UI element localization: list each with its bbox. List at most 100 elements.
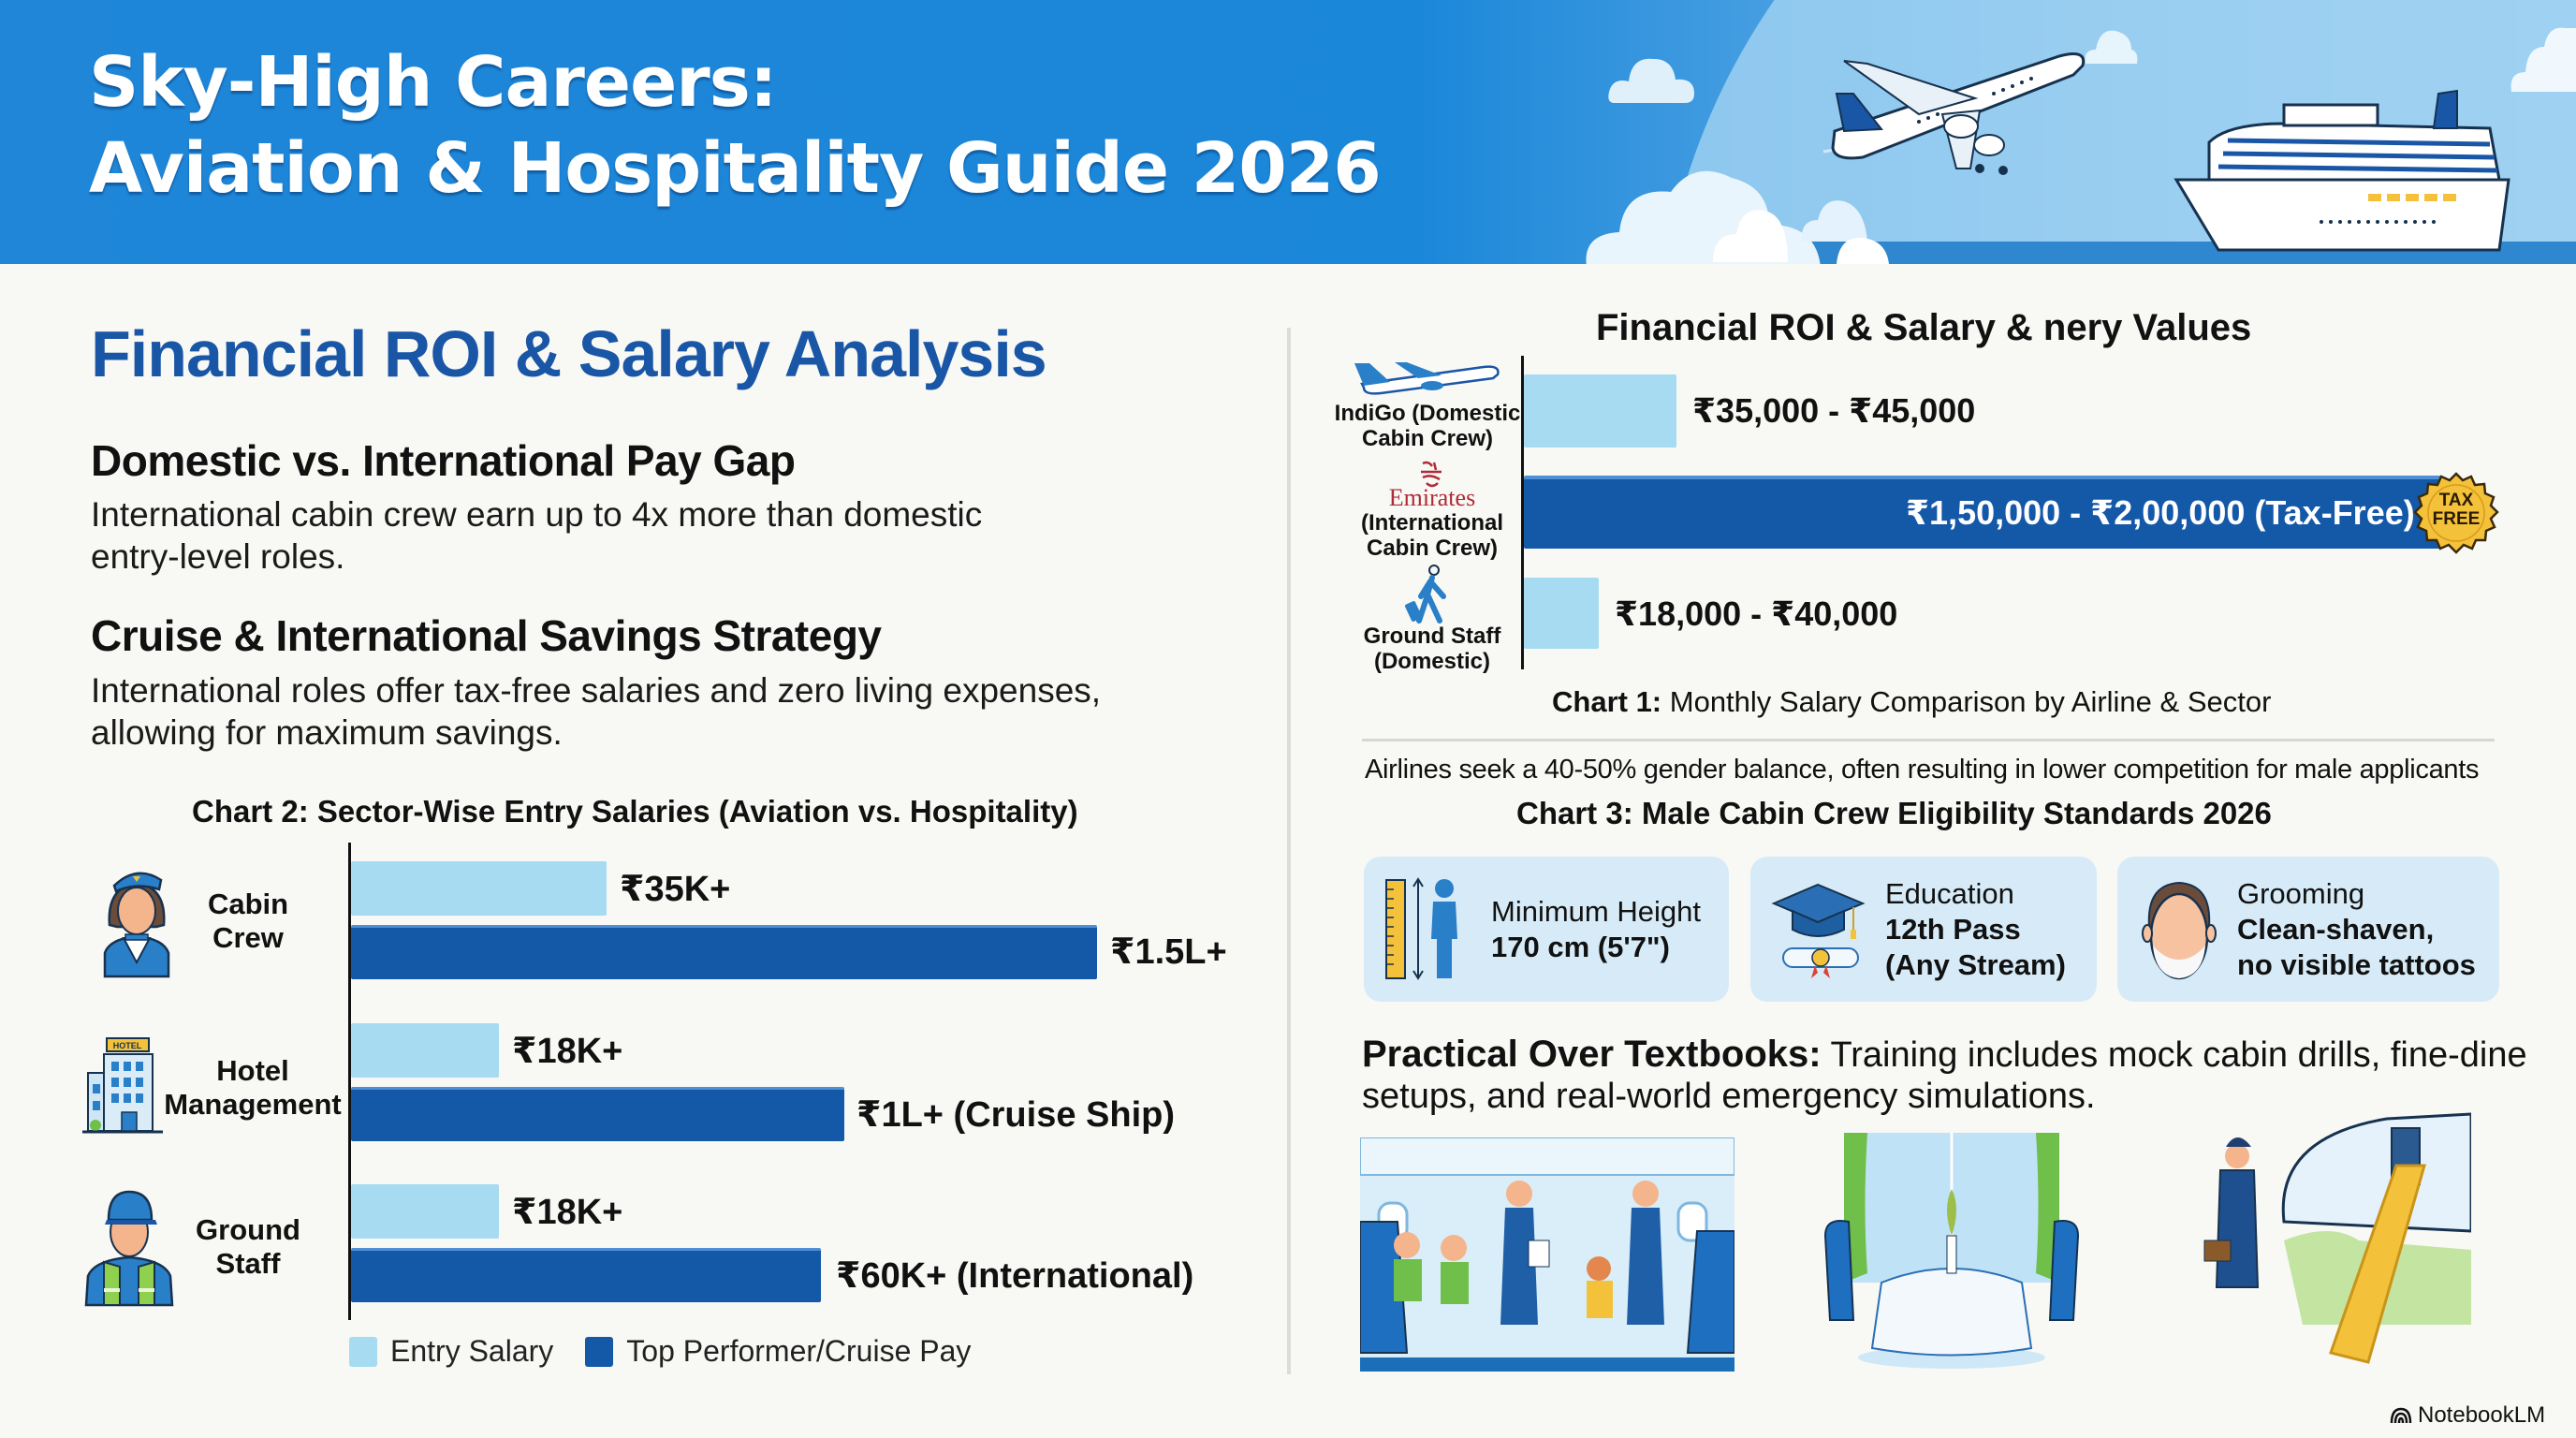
cloud-icon	[2085, 30, 2138, 64]
bar-label-ground-entry: ₹18K+	[512, 1193, 623, 1232]
chart1-category-indigo: IndiGo (Domestic Cabin Crew)	[1334, 401, 1521, 451]
traveler-with-luggage-icon	[1404, 565, 1446, 624]
cloud-icon	[1713, 210, 1788, 262]
graduation-cap-diploma-icon	[1771, 883, 1866, 978]
legend-label-top: Top Performer/Cruise Pay	[626, 1334, 972, 1368]
savings-heading: Cruise & International Savings Strategy	[91, 611, 882, 660]
legend-item-top: Top Performer/Cruise Pay	[585, 1334, 971, 1369]
legend-swatch-top	[585, 1336, 614, 1367]
emirates-label-1: (International	[1360, 510, 1503, 536]
chart1-caption: Chart 1: Monthly Salary Comparison by Ai…	[1552, 685, 2271, 719]
title-line-2: Aviation & Hospitality Guide 2026	[89, 128, 1382, 209]
bar-cabin-crew-entry	[351, 861, 607, 916]
education-label: Education	[1885, 876, 2014, 910]
education-value-1: 12th Pass	[1885, 912, 2021, 946]
section-separator	[1362, 739, 2495, 741]
grooming-label: Grooming	[2237, 876, 2365, 910]
chart2-legend: Entry Salary Top Performer/Cruise Pay	[349, 1334, 989, 1369]
emirates-logo-icon	[1421, 461, 1442, 488]
emirates-brand-text: Emirates	[1388, 484, 1476, 511]
chart1-category-emirates: Emirates (International Cabin Crew)	[1339, 485, 1526, 561]
brand-text: NotebookLM	[2418, 1402, 2546, 1428]
chart1-axis	[1521, 356, 1524, 669]
eligibility-card-height: Minimum Height 170 cm (5'7")	[1364, 857, 1729, 1002]
legend-item-entry: Entry Salary	[349, 1334, 553, 1369]
height-ruler-person-icon	[1385, 877, 1457, 980]
tax-free-badge-icon	[2413, 472, 2499, 554]
pay-gap-body: International cabin crew earn up to 4x m…	[91, 493, 1261, 578]
mock-cabin-drill-illustration	[1360, 1137, 1734, 1372]
bar-label-hotel-top: ₹1L+ (Cruise Ship)	[856, 1095, 1175, 1135]
education-text: Education 12th Pass (Any Stream)	[1885, 876, 2066, 983]
chart2-title: Chart 2: Sector-Wise Entry Salaries (Avi…	[192, 794, 1078, 829]
fine-dine-setup-illustration	[1823, 1133, 2080, 1369]
chart1-header: Financial ROI & Salary & nery Values	[1596, 307, 2252, 348]
male-face-icon	[2142, 881, 2217, 980]
gender-balance-note: Airlines seek a 40-50% gender balance, o…	[1365, 755, 2480, 785]
hotel-label-2: Management	[164, 1088, 342, 1121]
indigo-airplane-icon	[1354, 362, 1500, 395]
bar-label-emirates: ₹1,50,000 - ₹2,00,000 (Tax-Free)	[1906, 493, 2415, 532]
chart1-caption-label: Chart 1:	[1552, 685, 1662, 718]
ground-staff-label-1: Ground Staff	[1363, 624, 1501, 649]
grooming-value-2: no visible tattoos	[2237, 947, 2476, 981]
indigo-label-1: IndiGo (Domestic	[1334, 401, 1521, 426]
pay-gap-heading: Domestic vs. International Pay Gap	[91, 436, 796, 485]
legend-label-entry: Entry Salary	[390, 1334, 554, 1368]
savings-line-2: allowing for maximum savings.	[91, 713, 563, 752]
bar-ground-top	[351, 1248, 821, 1302]
savings-body: International roles offer tax-free salar…	[91, 669, 1261, 754]
cloud-icon	[2510, 27, 2576, 92]
practical-body: Training includes mock cabin drills, fin…	[1362, 1035, 2527, 1116]
ground-staff-worker-icon	[84, 1190, 174, 1307]
svg-text:HOTEL: HOTEL	[113, 1041, 142, 1050]
section-title: Financial ROI & Salary Analysis	[91, 317, 1047, 390]
notebooklm-logo-icon	[2390, 1407, 2412, 1424]
legend-swatch-entry	[349, 1336, 377, 1367]
bar-cabin-crew-top	[351, 925, 1097, 979]
height-text: Minimum Height 170 cm (5'7")	[1491, 894, 1701, 965]
grooming-value-1: Clean-shaven,	[2237, 912, 2435, 946]
chart3-title: Chart 3: Male Cabin Crew Eligibility Sta…	[1516, 796, 2272, 830]
savings-line-1: International roles offer tax-free salar…	[91, 671, 1102, 710]
emirates-label-2: Cabin Crew)	[1366, 536, 1498, 561]
cruise-ship-icon	[2174, 89, 2510, 252]
cabin-crew-label-2: Crew	[212, 921, 284, 954]
pay-gap-line-2: entry-level roles.	[91, 537, 345, 576]
badge-line-2: FREE	[2432, 509, 2481, 529]
cloud-icon	[1608, 58, 1694, 103]
pay-gap-line-1: International cabin crew earn up to 4x m…	[91, 495, 983, 534]
chart2-category-cabin-crew: Cabin Crew	[187, 888, 309, 955]
title-line-1: Sky-High Careers:	[89, 42, 777, 123]
emergency-slide-simulation-illustration	[2203, 1112, 2471, 1364]
eligibility-card-grooming: Grooming Clean-shaven, no visible tattoo…	[2117, 857, 2499, 1002]
cloud-icon	[1837, 237, 1889, 264]
flight-attendant-icon	[103, 872, 170, 978]
bar-hotel-top	[351, 1087, 844, 1141]
ground-staff-label-2: (Domestic)	[1373, 649, 1491, 674]
height-label: Minimum Height	[1491, 894, 1701, 928]
height-value: 170 cm (5'7")	[1491, 930, 1670, 963]
bar-hotel-entry	[351, 1023, 499, 1078]
bar-ground-staff	[1524, 578, 1599, 649]
cabin-crew-label-1: Cabin	[207, 888, 289, 920]
hotel-label-1: Hotel	[216, 1054, 289, 1087]
eligibility-card-education: Education 12th Pass (Any Stream)	[1750, 857, 2097, 1002]
notebooklm-brand: NotebookLM	[2390, 1402, 2545, 1429]
tax-free-badge-text: TAX FREE	[2430, 492, 2482, 529]
bar-label-indigo: ₹35,000 - ₹45,000	[1692, 391, 1976, 430]
indigo-label-2: Cabin Crew)	[1361, 426, 1493, 451]
hotel-building-icon: HOTEL	[82, 1037, 163, 1134]
chart2-category-hotel-management: Hotel Management	[161, 1054, 344, 1122]
airplane-icon	[1822, 52, 2086, 175]
chart1-caption-text: Monthly Salary Comparison by Airline & S…	[1661, 685, 2272, 718]
bar-label-cabin-crew-entry: ₹35K+	[620, 870, 731, 909]
bar-label-ground-staff: ₹18,000 - ₹40,000	[1615, 594, 1898, 633]
page-title: Sky-High Careers: Aviation & Hospitality…	[89, 39, 1382, 212]
column-divider	[1287, 328, 1291, 1374]
header-banner: Sky-High Careers: Aviation & Hospitality…	[0, 0, 2576, 264]
chart1-category-ground-staff: Ground Staff (Domestic)	[1339, 624, 1526, 674]
chart2-category-ground-staff: Ground Staff	[187, 1213, 309, 1281]
practical-note: Practical Over Textbooks: Training inclu…	[1362, 1034, 2551, 1117]
ground-label-1: Ground	[196, 1213, 300, 1246]
